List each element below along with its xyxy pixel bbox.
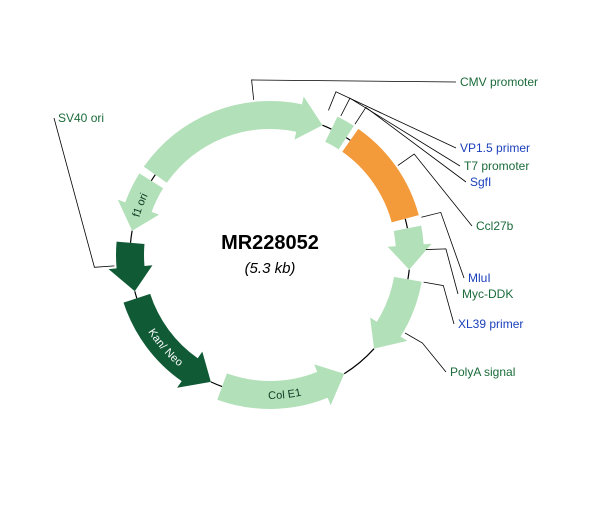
plasmid-backbone	[405, 219, 407, 229]
segment-cmv	[144, 97, 323, 183]
leader-line	[54, 118, 114, 267]
segment-cole1	[217, 364, 344, 409]
plasmid-size: (5.3 kb)	[245, 260, 296, 277]
plasmid-backbone	[344, 349, 374, 374]
outer-label: T7 promoter	[464, 159, 529, 173]
plasmid-backbone	[211, 382, 222, 387]
plasmid-backbone	[346, 138, 350, 141]
plasmid-backbone	[131, 231, 133, 243]
outer-label: Ccl27b	[476, 219, 514, 233]
leader-line	[424, 282, 454, 324]
leader-line	[405, 333, 446, 372]
segment-insert	[342, 129, 418, 223]
leader-line	[252, 80, 456, 100]
outer-label: PolyA signal	[450, 365, 515, 379]
segment-mycddk	[388, 226, 432, 270]
outer-label: SgfI	[470, 175, 491, 189]
outer-label: CMV promoter	[460, 75, 538, 89]
plasmid-backbone	[322, 125, 331, 129]
outer-label: SV40 ori	[58, 111, 104, 125]
plasmid-backbone	[408, 270, 409, 280]
plasmid-backbone	[135, 291, 137, 298]
plasmid-backbone	[151, 175, 155, 181]
segment-kanneo	[124, 294, 211, 388]
outer-label: VP1.5 primer	[460, 141, 530, 155]
leader-line	[328, 92, 456, 148]
outer-label: MluI	[468, 271, 491, 285]
leader-line	[426, 249, 458, 294]
outer-label: XL39 primer	[458, 317, 523, 331]
outer-label: Myc-DDK	[462, 287, 513, 301]
plasmid-name: MR228052	[221, 232, 319, 254]
segment-sv40	[109, 242, 153, 292]
